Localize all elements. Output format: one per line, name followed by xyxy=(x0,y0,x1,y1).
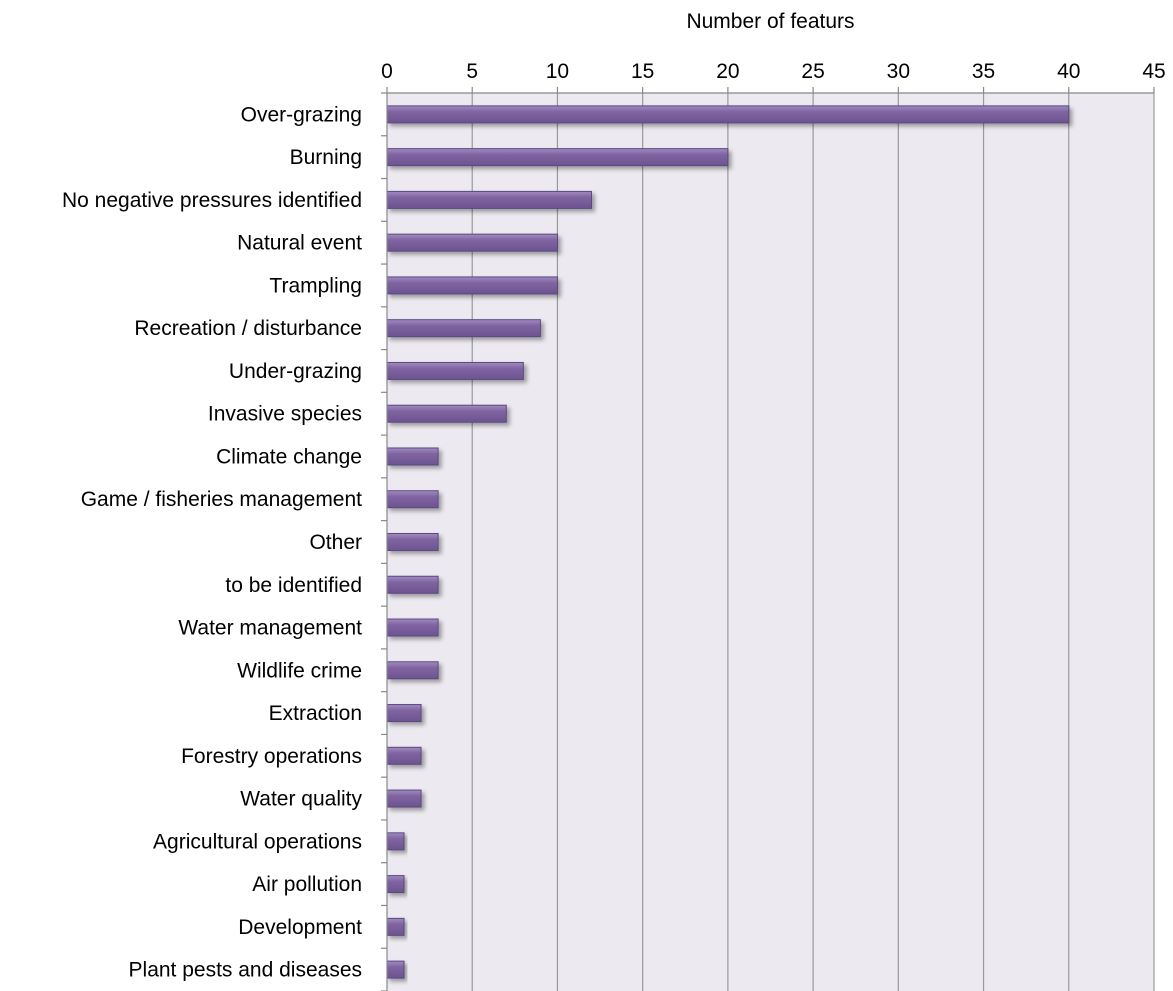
x-tick-label: 45 xyxy=(1142,60,1165,83)
category-label: Wildlife crime xyxy=(237,659,362,682)
bar xyxy=(386,233,558,252)
bar xyxy=(386,917,405,936)
category-label: Water management xyxy=(178,617,362,640)
bar xyxy=(386,533,439,551)
x-tick-label: 10 xyxy=(546,60,569,83)
category-label: Agricultural operations xyxy=(153,830,362,853)
bar xyxy=(386,190,593,209)
bar xyxy=(386,960,405,979)
category-label: Development xyxy=(238,916,362,939)
category-label: Game / fisheries management xyxy=(81,488,362,511)
bar xyxy=(386,490,439,509)
category-label: Trampling xyxy=(269,274,362,297)
category-label: Forestry operations xyxy=(181,745,362,768)
category-label: Climate change xyxy=(216,445,362,468)
category-labels: Over-grazing Burning No negative pressures… xyxy=(62,103,363,981)
bar xyxy=(386,404,507,423)
x-axis-title: Number of featurs xyxy=(686,10,854,33)
category-label: Extraction xyxy=(269,702,362,725)
bar xyxy=(386,789,422,808)
bar xyxy=(386,105,1070,124)
category-label: Water quality xyxy=(240,788,362,811)
bar xyxy=(386,746,422,765)
category-label: to be identified xyxy=(225,574,362,597)
x-tick-label: 35 xyxy=(972,60,995,83)
category-label: Under-grazing xyxy=(229,360,362,383)
bar xyxy=(386,618,439,637)
bar xyxy=(386,832,405,851)
bar xyxy=(386,661,439,680)
bar xyxy=(386,361,524,380)
bar xyxy=(386,148,729,167)
x-tick-label: 5 xyxy=(466,60,478,83)
bar xyxy=(386,875,405,894)
axes xyxy=(381,87,1155,991)
category-label: Air pollution xyxy=(252,873,362,896)
bar xyxy=(386,319,541,338)
x-tick-label: 30 xyxy=(887,60,910,83)
plot-area xyxy=(387,93,1154,991)
category-label: No negative pressures identified xyxy=(62,189,362,212)
category-label: Burning xyxy=(290,146,362,169)
category-label: Other xyxy=(309,531,362,554)
x-tick-label: 40 xyxy=(1057,60,1080,83)
bar xyxy=(386,575,439,594)
x-tick-labels: 0 5 10 15 20 25 30 35 40 45 xyxy=(381,60,1166,83)
category-label: Recreation / disturbance xyxy=(134,317,362,340)
bar xyxy=(386,704,422,723)
category-label: Over-grazing xyxy=(241,103,362,126)
bar xyxy=(386,447,439,466)
category-label: Invasive species xyxy=(208,403,362,426)
x-tick-label: 0 xyxy=(381,60,393,83)
category-label: Natural event xyxy=(237,232,362,255)
category-label: Plant pests and diseases xyxy=(129,959,362,982)
x-tick-label: 20 xyxy=(716,60,739,83)
x-tick-label: 25 xyxy=(801,60,824,83)
x-tick-label: 15 xyxy=(631,60,654,83)
bar xyxy=(386,276,558,295)
